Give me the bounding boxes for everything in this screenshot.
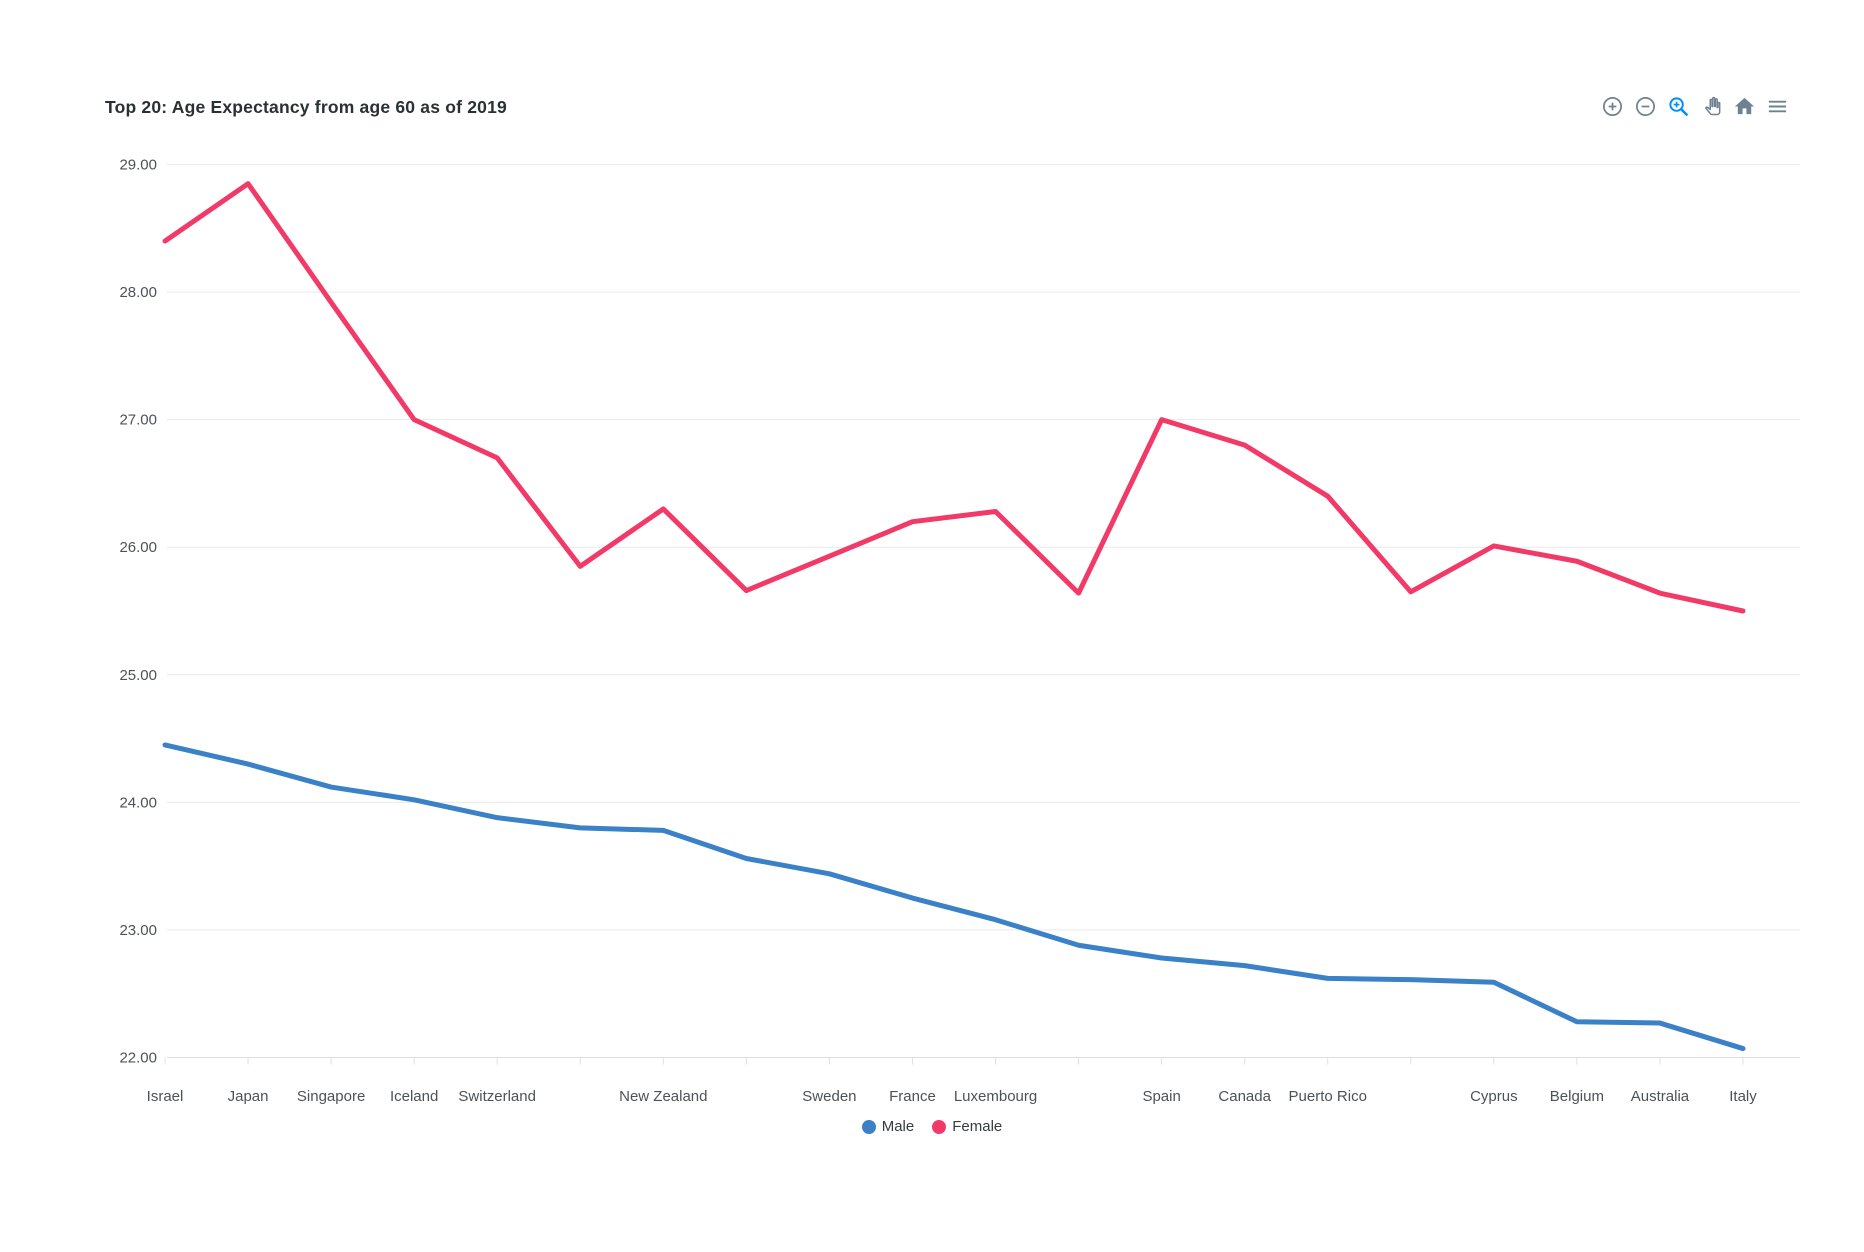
x-axis-label-sweden: Sweden	[802, 1088, 856, 1105]
x-axis-label-switzerland: Switzerland	[458, 1088, 536, 1105]
male-series-line	[162, 742, 1746, 1052]
home-icon[interactable]	[1732, 94, 1757, 119]
chart-legend: Male Female	[0, 1118, 1864, 1135]
legend-item-male[interactable]: Male	[861, 1118, 915, 1135]
y-tick-label: 25.00	[119, 667, 157, 684]
menu-icon[interactable]	[1765, 94, 1790, 119]
zoom-out-icon[interactable]	[1633, 94, 1658, 119]
y-tick-label: 28.00	[119, 284, 157, 301]
y-tick-label: 26.00	[119, 539, 157, 556]
legend-label: Female	[952, 1118, 1003, 1135]
y-tick-label: 24.00	[119, 794, 157, 811]
x-axis-label-australia: Australia	[1631, 1088, 1690, 1105]
legend-marker-male	[861, 1119, 876, 1134]
zoom-in-icon[interactable]	[1600, 94, 1625, 119]
y-tick-label: 22.00	[119, 1050, 157, 1067]
legend-label: Male	[881, 1118, 915, 1135]
female-series-line	[162, 181, 1746, 614]
legend-marker-female	[932, 1119, 947, 1134]
x-axis-label-puerto-rico: Puerto Rico	[1289, 1088, 1367, 1105]
x-axis-label-singapore: Singapore	[297, 1088, 365, 1105]
x-axis-label-france: France	[889, 1088, 936, 1105]
x-axis-label-spain: Spain	[1142, 1088, 1180, 1105]
pan-icon[interactable]	[1699, 94, 1724, 119]
chart-toolbar	[1600, 94, 1790, 119]
selection-zoom-icon[interactable]	[1666, 94, 1691, 119]
x-axis-label-cyprus: Cyprus	[1470, 1088, 1518, 1105]
x-axis-label-belgium: Belgium	[1550, 1088, 1604, 1105]
x-axis-label-luxembourg: Luxembourg	[954, 1088, 1037, 1105]
legend-item-female[interactable]: Female	[932, 1118, 1002, 1135]
x-axis-label-iceland: Iceland	[390, 1088, 438, 1105]
chart-title: Top 20: Age Expectancy from age 60 as of…	[105, 97, 507, 117]
x-axis-label-israel: Israel	[147, 1088, 184, 1105]
y-tick-label: 29.00	[119, 157, 157, 174]
y-tick-label: 23.00	[119, 922, 157, 939]
x-axis-label-canada: Canada	[1218, 1088, 1271, 1105]
x-axis-label-japan: Japan	[228, 1088, 269, 1105]
y-tick-label: 27.00	[119, 412, 157, 429]
x-axis-label-new-zealand: New Zealand	[619, 1088, 707, 1105]
x-axis-label-italy: Italy	[1729, 1088, 1757, 1105]
